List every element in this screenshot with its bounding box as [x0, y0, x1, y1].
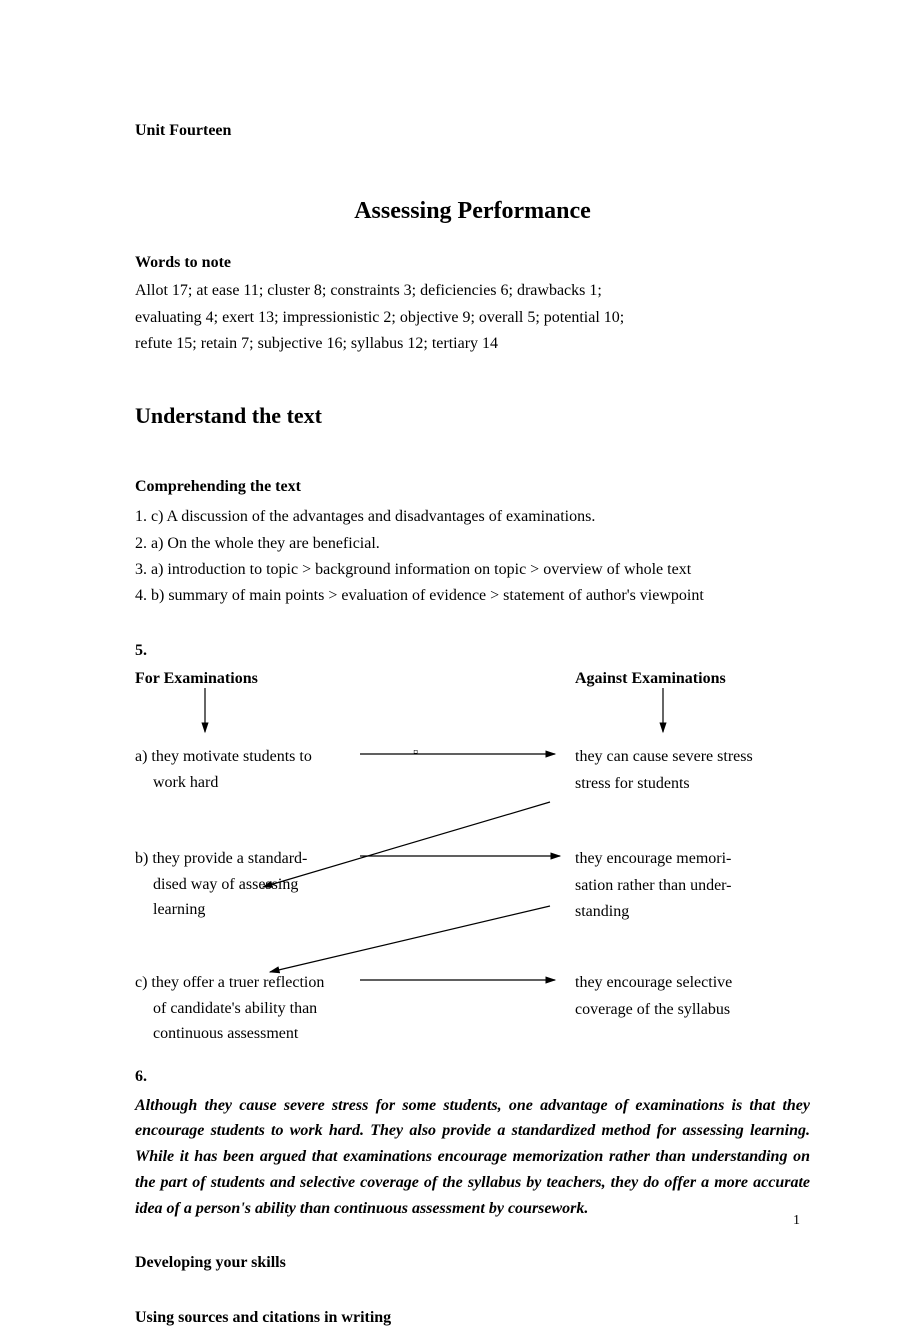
diagram-text: work hard: [153, 774, 218, 791]
using-sources-header: Using sources and citations in writing: [135, 1305, 810, 1331]
for-against-diagram: For Examinations Against Examinations a)…: [135, 666, 795, 1066]
diagram-text: they encourage memori-: [575, 850, 731, 867]
diagram-text: learning: [153, 901, 205, 918]
list-item: 2. a) On the whole they are beneficial.: [135, 531, 810, 557]
words-line: Allot 17; at ease 11; cluster 8; constra…: [135, 278, 810, 304]
page-number: 1: [793, 1209, 800, 1232]
comprehending-header: Comprehending the text: [135, 474, 810, 500]
diagram-text: continuous assessment: [153, 1025, 298, 1042]
diagram-text: a) they motivate students to: [135, 748, 312, 765]
unit-label: Unit Fourteen: [135, 118, 810, 144]
page-title: Assessing Performance: [135, 192, 810, 232]
developing-skills-header: Developing your skills: [135, 1250, 810, 1276]
for-examinations-header: For Examinations: [135, 666, 258, 692]
pin-marker-icon: ▫: [413, 741, 418, 764]
diagram-text: sation rather than under-: [575, 877, 732, 894]
words-to-note-list: Allot 17; at ease 11; cluster 8; constra…: [135, 278, 810, 357]
italic-summary-paragraph: Although they cause severe stress for so…: [135, 1093, 810, 1223]
diagram-text: they can cause severe stress: [575, 748, 753, 765]
diagram-text: stress for students: [575, 775, 690, 792]
question-6-label: 6.: [135, 1064, 810, 1090]
diagram-text: b) they provide a standard-: [135, 850, 307, 867]
diagram-row-c-right: they encourage selective coverage of the…: [575, 970, 795, 1023]
diagram-text: dised way of assessing: [153, 876, 298, 893]
list-item: 4. b) summary of main points > evaluatio…: [135, 583, 810, 609]
understand-header: Understand the text: [135, 398, 810, 434]
diagram-row-b-left: b) they provide a standard- dised way of…: [135, 846, 375, 923]
diagram-text: standing: [575, 903, 629, 920]
diagram-text: of candidate's ability than: [153, 1000, 317, 1017]
words-line: refute 15; retain 7; subjective 16; syll…: [135, 331, 810, 357]
diagram-row-b-right: they encourage memori- sation rather tha…: [575, 846, 795, 925]
list-item: 1. c) A discussion of the advantages and…: [135, 504, 810, 530]
diagram-text: c) they offer a truer reflection: [135, 974, 324, 991]
diagram-text: they encourage selective: [575, 974, 732, 991]
words-to-note-header: Words to note: [135, 250, 810, 276]
diagram-row-a-left: a) they motivate students to work hard: [135, 744, 375, 795]
words-line: evaluating 4; exert 13; impressionistic …: [135, 305, 810, 331]
diagram-row-a-right: they can cause severe stress stress for …: [575, 744, 795, 797]
list-item: 3. a) introduction to topic > background…: [135, 557, 810, 583]
comprehending-list: 1. c) A discussion of the advantages and…: [135, 504, 810, 610]
diagram-row-c-left: c) they offer a truer reflection of cand…: [135, 970, 395, 1047]
diagram-text: coverage of the syllabus: [575, 1001, 730, 1018]
question-5-label: 5.: [135, 638, 810, 664]
against-examinations-header: Against Examinations: [575, 666, 726, 692]
